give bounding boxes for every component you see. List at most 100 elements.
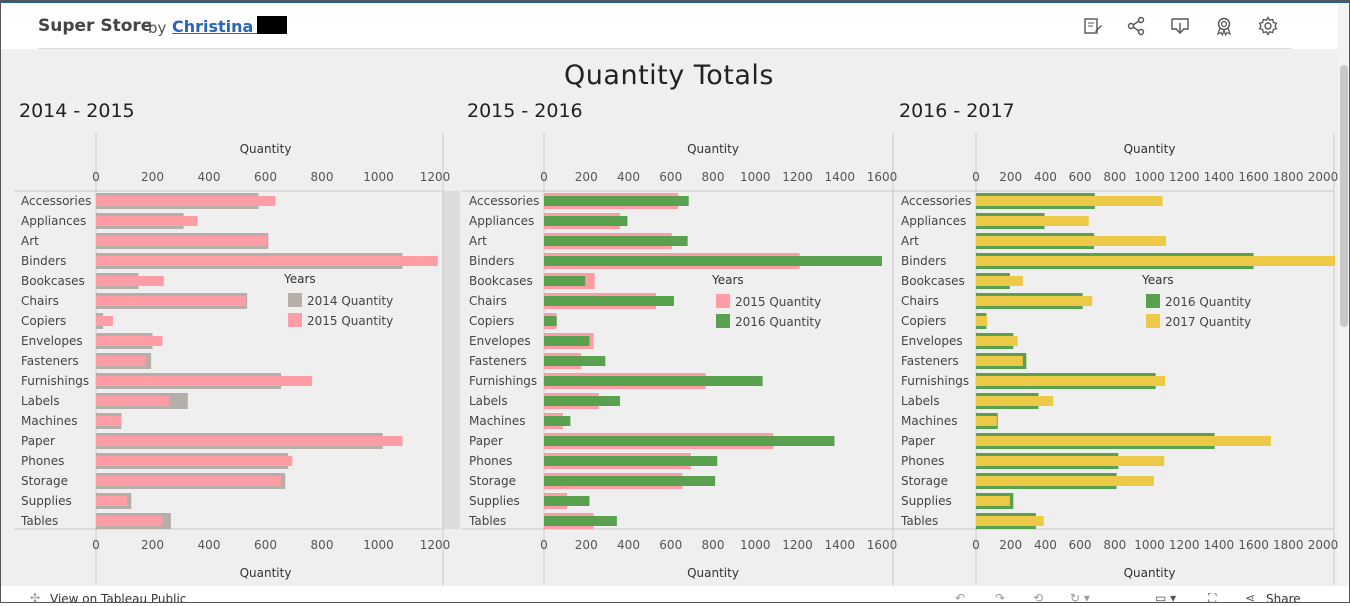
legend-swatch: [1146, 314, 1160, 328]
legend-label: 2016 Quantity: [735, 315, 821, 329]
x-tick-label-top: 800: [311, 170, 334, 184]
redo-icon[interactable]: ↷: [995, 591, 1006, 605]
bar-2017: [976, 456, 1165, 466]
legend-swatch: [716, 314, 730, 328]
category-label: Machines: [469, 414, 525, 428]
bar-2016: [544, 196, 689, 206]
bar-2016: [544, 496, 590, 506]
category-label: Storage: [469, 474, 516, 488]
category-label: Envelopes: [469, 334, 531, 348]
x-tick-label-bottom: 800: [311, 538, 334, 552]
bar-2015: [96, 316, 113, 326]
bar-2015: [96, 416, 122, 426]
x-tick-label-top: 600: [254, 170, 277, 184]
category-label: Binders: [901, 254, 946, 268]
category-label: Phones: [469, 454, 512, 468]
brand-top-line: [0, 0, 1350, 3]
bar-2016: [544, 336, 590, 346]
x-tick-label-top: 1000: [1134, 170, 1165, 184]
x-axis-title-bottom: Quantity: [240, 566, 292, 580]
x-tick-label-top: 2000: [1308, 170, 1338, 184]
bar-2017: [976, 476, 1154, 486]
bar-2016: [544, 356, 606, 366]
category-label: Labels: [21, 394, 60, 408]
badge-icon[interactable]: [1213, 15, 1235, 37]
bar-2016: [544, 376, 763, 386]
bar-2017: [976, 416, 997, 426]
x-tick-label-bottom: 1600: [867, 538, 898, 552]
revert-icon[interactable]: ⟲: [1033, 591, 1044, 605]
category-label: Phones: [901, 454, 944, 468]
bar-2015: [96, 376, 313, 386]
x-tick-label-bottom: 1600: [1238, 538, 1269, 552]
x-tick-label-bottom: 600: [659, 538, 682, 552]
share-icon[interactable]: [1125, 15, 1147, 37]
device-preview-icon[interactable]: ▭ ▾: [1155, 591, 1177, 605]
tableau-logo-icon: ✣: [30, 591, 41, 605]
author-link[interactable]: Christina S: [172, 17, 271, 36]
legend-title: Years: [283, 272, 316, 286]
category-label: Accessories: [469, 194, 539, 208]
fullscreen-icon[interactable]: ⛶: [1208, 591, 1217, 605]
x-tick-label-top: 1000: [740, 170, 771, 184]
category-label: Binders: [469, 254, 514, 268]
chart-panel-1: [14, 133, 444, 585]
share-button[interactable]: Share: [1266, 592, 1301, 606]
category-label: Tables: [468, 514, 506, 528]
x-tick-label-top: 200: [141, 170, 164, 184]
panel-title-2015-2016: 2015 - 2016: [467, 100, 583, 122]
workbook-title: Super Store: [38, 16, 153, 36]
view-on-tableau-link[interactable]: View on Tableau Public: [50, 592, 187, 606]
edit-icon[interactable]: [1082, 15, 1104, 37]
settings-icon[interactable]: [1257, 15, 1279, 37]
x-tick-label-bottom: 1000: [740, 538, 771, 552]
category-label: Machines: [21, 414, 77, 428]
x-tick-label-top: 200: [575, 170, 598, 184]
x-tick-label-bottom: 1200: [1169, 538, 1200, 552]
x-tick-label-bottom: 1400: [824, 538, 855, 552]
scrollbar-thumb[interactable]: [1340, 65, 1348, 327]
legend-swatch: [716, 294, 730, 308]
x-axis-title-top: Quantity: [240, 142, 292, 156]
undo-icon[interactable]: ↶: [955, 591, 966, 605]
bar-2016: [544, 296, 674, 306]
category-label: Bookcases: [901, 274, 965, 288]
bar-2017: [976, 216, 1089, 226]
category-label: Supplies: [901, 494, 952, 508]
bar-2015: [96, 196, 276, 206]
category-label: Tables: [20, 514, 58, 528]
x-tick-label-bottom: 1800: [1273, 538, 1304, 552]
refresh-icon[interactable]: ↻ ▾: [1070, 591, 1090, 605]
category-label: Furnishings: [21, 374, 89, 388]
x-axis-title-bottom: Quantity: [687, 566, 739, 580]
x-tick-label-bottom: 1000: [1134, 538, 1165, 552]
category-label: Furnishings: [901, 374, 969, 388]
legend-swatch: [1146, 294, 1160, 308]
category-label: Tables: [900, 514, 938, 528]
x-tick-label-top: 1200: [1169, 170, 1200, 184]
x-tick-label-bottom: 400: [1034, 538, 1057, 552]
x-tick-label-top: 800: [702, 170, 725, 184]
viz-header: Super Store by Christina S: [0, 3, 1338, 48]
category-label: Art: [469, 234, 487, 248]
header-divider: [38, 48, 1291, 49]
category-label: Appliances: [469, 214, 534, 228]
bar-2015: [96, 356, 146, 366]
category-label: Binders: [21, 254, 66, 268]
x-tick-label-bottom: 0: [972, 538, 980, 552]
x-tick-label-bottom: 1400: [1204, 538, 1235, 552]
category-label: Phones: [21, 454, 64, 468]
x-tick-label-bottom: 600: [254, 538, 277, 552]
chart-panel-3: [893, 133, 1336, 585]
category-label: Furnishings: [469, 374, 537, 388]
x-tick-label-top: 1400: [1204, 170, 1235, 184]
bar-2017: [976, 296, 1093, 306]
x-tick-label-top: 1600: [1238, 170, 1269, 184]
footer-share-icon[interactable]: ⋖: [1245, 591, 1256, 605]
bar-2015: [96, 516, 163, 526]
download-icon[interactable]: [1169, 15, 1191, 37]
legend-title: Years: [711, 273, 744, 287]
x-tick-label-bottom: 200: [999, 538, 1022, 552]
category-label: Appliances: [21, 214, 86, 228]
x-tick-label-top: 0: [92, 170, 100, 184]
